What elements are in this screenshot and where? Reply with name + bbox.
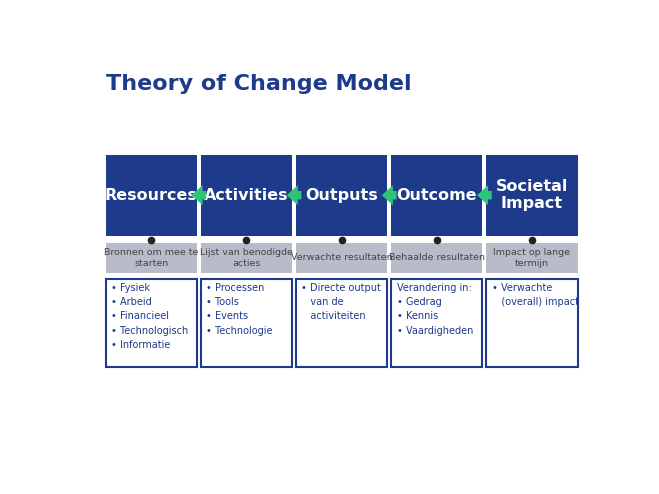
Text: Verandering in:
• Gedrag
• Kennis
• Vaardigheden: Verandering in: • Gedrag • Kennis • Vaar… [397, 283, 473, 336]
FancyBboxPatch shape [296, 244, 387, 273]
FancyBboxPatch shape [296, 279, 387, 367]
Polygon shape [382, 185, 397, 205]
FancyBboxPatch shape [391, 279, 482, 367]
Text: Outcome: Outcome [397, 188, 477, 203]
FancyBboxPatch shape [486, 279, 577, 367]
Text: Resources: Resources [105, 188, 198, 203]
FancyBboxPatch shape [486, 155, 577, 236]
Text: Theory of Change Model: Theory of Change Model [105, 74, 411, 94]
FancyBboxPatch shape [391, 155, 482, 236]
FancyBboxPatch shape [201, 279, 292, 367]
Polygon shape [477, 185, 492, 205]
Text: • Verwachte
   (overall) impact: • Verwachte (overall) impact [492, 283, 579, 307]
Text: Impact op lange
termijn: Impact op lange termijn [494, 248, 571, 268]
Text: Behaalde resultaten: Behaalde resultaten [389, 253, 485, 262]
Text: • Directe output
   van de
   activiteiten: • Directe output van de activiteiten [301, 283, 382, 322]
FancyBboxPatch shape [201, 244, 292, 273]
FancyBboxPatch shape [296, 155, 387, 236]
Text: Societal
Impact: Societal Impact [496, 179, 568, 211]
FancyBboxPatch shape [201, 155, 292, 236]
Text: Activities: Activities [204, 188, 289, 203]
Text: Outputs: Outputs [305, 188, 378, 203]
FancyBboxPatch shape [105, 279, 197, 367]
FancyBboxPatch shape [105, 155, 197, 236]
Polygon shape [192, 185, 206, 205]
Polygon shape [287, 185, 301, 205]
FancyBboxPatch shape [391, 244, 482, 273]
Text: Lijst van benodigde
acties: Lijst van benodigde acties [200, 248, 293, 268]
Text: Verwachte resultaten: Verwachte resultaten [291, 253, 392, 262]
Text: Bronnen om mee te
starten: Bronnen om mee te starten [104, 248, 198, 268]
FancyBboxPatch shape [105, 244, 197, 273]
FancyBboxPatch shape [486, 244, 577, 273]
Text: • Fysiek
• Arbeid
• Financieel
• Technologisch
• Informatie: • Fysiek • Arbeid • Financieel • Technol… [111, 283, 188, 350]
Text: • Processen
• Tools
• Events
• Technologie: • Processen • Tools • Events • Technolog… [206, 283, 273, 336]
